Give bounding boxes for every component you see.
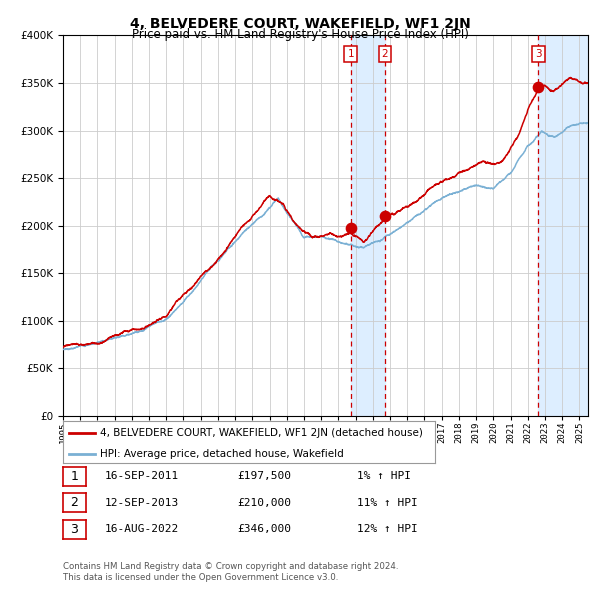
Text: This data is licensed under the Open Government Licence v3.0.: This data is licensed under the Open Gov… xyxy=(63,573,338,582)
Text: 16-SEP-2011: 16-SEP-2011 xyxy=(105,471,179,481)
Bar xyxy=(350,35,385,416)
Text: 12-SEP-2013: 12-SEP-2013 xyxy=(105,498,179,507)
Text: 4, BELVEDERE COURT, WAKEFIELD, WF1 2JN: 4, BELVEDERE COURT, WAKEFIELD, WF1 2JN xyxy=(130,17,470,31)
Point xyxy=(346,224,355,233)
Text: 16-AUG-2022: 16-AUG-2022 xyxy=(105,525,179,534)
Text: 1% ↑ HPI: 1% ↑ HPI xyxy=(357,471,411,481)
Text: 1: 1 xyxy=(347,49,354,59)
Text: £197,500: £197,500 xyxy=(237,471,291,481)
Text: £210,000: £210,000 xyxy=(237,498,291,507)
Text: 2: 2 xyxy=(382,49,388,59)
Point xyxy=(533,82,543,91)
Text: Contains HM Land Registry data © Crown copyright and database right 2024.: Contains HM Land Registry data © Crown c… xyxy=(63,562,398,571)
Bar xyxy=(538,35,588,416)
Text: 1: 1 xyxy=(70,470,79,483)
Point xyxy=(380,211,390,221)
Text: 3: 3 xyxy=(70,523,79,536)
Text: Price paid vs. HM Land Registry's House Price Index (HPI): Price paid vs. HM Land Registry's House … xyxy=(131,28,469,41)
Text: 12% ↑ HPI: 12% ↑ HPI xyxy=(357,525,418,534)
Text: 11% ↑ HPI: 11% ↑ HPI xyxy=(357,498,418,507)
Text: 2: 2 xyxy=(70,496,79,509)
Text: £346,000: £346,000 xyxy=(237,525,291,534)
Text: 3: 3 xyxy=(535,49,542,59)
Text: 4, BELVEDERE COURT, WAKEFIELD, WF1 2JN (detached house): 4, BELVEDERE COURT, WAKEFIELD, WF1 2JN (… xyxy=(100,428,423,438)
Text: HPI: Average price, detached house, Wakefield: HPI: Average price, detached house, Wake… xyxy=(100,449,344,459)
